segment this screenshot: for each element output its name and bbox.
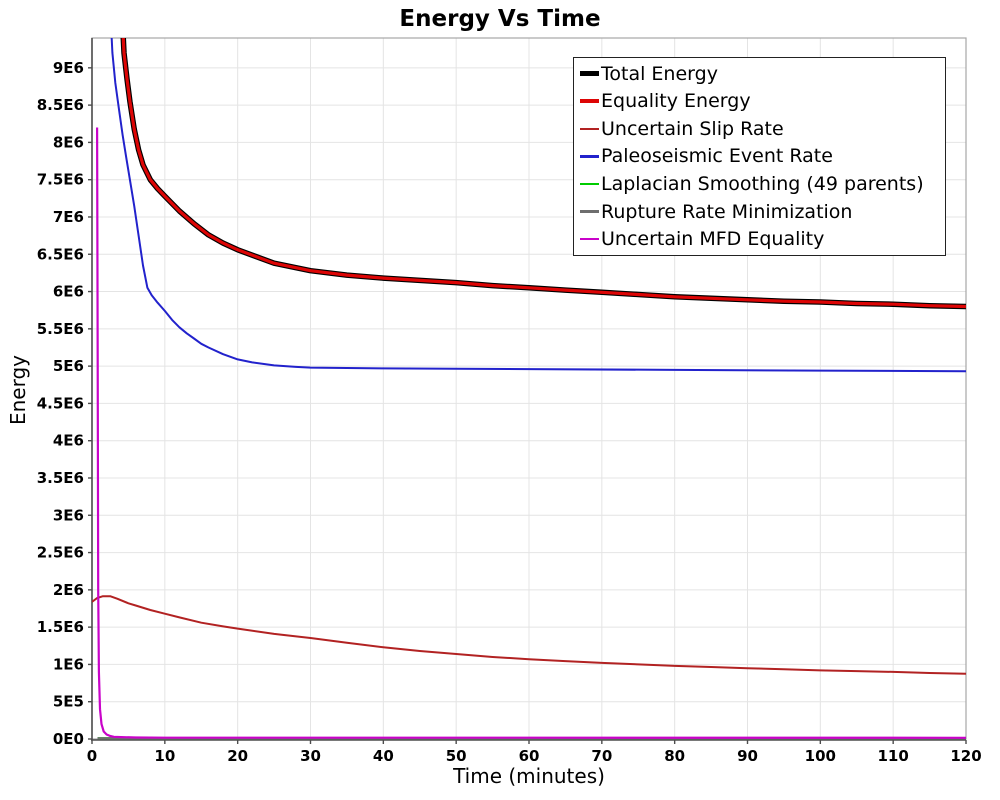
- legend: Total Energy Equality Energy Uncertain Sli…: [573, 57, 946, 256]
- legend-item: Uncertain Slip Rate: [580, 115, 945, 142]
- x-tick-label: 50: [446, 747, 467, 765]
- x-tick-label: 60: [519, 747, 540, 765]
- legend-item-label: Paleoseismic Event Rate: [601, 145, 833, 168]
- legend-item: Uncertain MFD Equality: [580, 226, 945, 253]
- x-tick-label: 0: [87, 747, 97, 765]
- x-axis-label: Time (minutes): [453, 764, 605, 788]
- x-tick-label: 70: [591, 747, 612, 765]
- y-tick-label: 6E6: [53, 283, 84, 301]
- series-line-uncertain-mfd-equality: [96, 127, 966, 739]
- y-tick-label: 7E6: [53, 208, 84, 226]
- y-tick-label: 8.5E6: [37, 96, 84, 114]
- legend-item: Laplacian Smoothing (49 parents): [580, 171, 945, 198]
- x-tick-label: 120: [950, 747, 981, 765]
- legend-swatch: [580, 155, 599, 158]
- legend-item-label: Uncertain Slip Rate: [601, 117, 784, 140]
- y-tick-label: 6.5E6: [37, 245, 84, 263]
- x-tick-label: 80: [664, 747, 685, 765]
- legend-item-label: Total Energy: [601, 62, 718, 85]
- y-tick-label: 4E6: [53, 432, 84, 450]
- legend-swatch: [580, 210, 599, 213]
- series-line-uncertain-slip-rate: [92, 595, 966, 675]
- series-line-equality-energy: [121, 38, 966, 309]
- legend-swatch: [580, 71, 599, 77]
- legend-item: Equality Energy: [580, 88, 945, 115]
- y-tick-label: 4.5E6: [37, 394, 84, 412]
- x-tick-label: 20: [227, 747, 248, 765]
- legend-swatch: [580, 127, 599, 131]
- series-group: [92, 38, 966, 740]
- x-tick-label: 100: [805, 747, 836, 765]
- x-tick-label: 110: [878, 747, 909, 765]
- y-tick-label: 7.5E6: [37, 171, 84, 189]
- legend-item-label: Laplacian Smoothing (49 parents): [601, 173, 924, 196]
- x-tick-label: 40: [373, 747, 394, 765]
- y-tick-label: 5.5E6: [37, 320, 84, 338]
- chart-title: Energy Vs Time: [399, 6, 601, 32]
- legend-item: Paleoseismic Event Rate: [580, 143, 945, 170]
- legend-item: Total Energy: [580, 60, 945, 87]
- x-tick-label: 90: [737, 747, 758, 765]
- y-tick-label: 5E5: [53, 693, 84, 711]
- legend-item: Rupture Rate Minimization: [580, 198, 945, 225]
- legend-item-label: Uncertain MFD Equality: [601, 228, 825, 251]
- x-tick-label: 30: [300, 747, 321, 765]
- y-tick-label: 0E0: [53, 730, 84, 748]
- y-tick-label: 3.5E6: [37, 469, 84, 487]
- series-line-paleoseismic-event-rate: [110, 38, 966, 373]
- legend-swatch: [580, 182, 599, 186]
- y-tick-label: 2E6: [53, 581, 84, 599]
- y-axis-label: Energy: [6, 354, 30, 426]
- y-tick-label: 9E6: [53, 59, 84, 77]
- y-tick-label: 3E6: [53, 506, 84, 524]
- legend-item-label: Equality Energy: [601, 90, 751, 113]
- x-tick-label: 10: [154, 747, 175, 765]
- y-tick-label: 1.5E6: [37, 618, 84, 636]
- y-tick-label: 1E6: [53, 655, 84, 673]
- legend-item-label: Rupture Rate Minimization: [601, 200, 853, 223]
- legend-swatch: [580, 237, 599, 241]
- legend-swatch: [580, 99, 599, 104]
- y-tick-label: 5E6: [53, 357, 84, 375]
- y-tick-label: 2.5E6: [37, 544, 84, 562]
- y-tick-label: 8E6: [53, 133, 84, 151]
